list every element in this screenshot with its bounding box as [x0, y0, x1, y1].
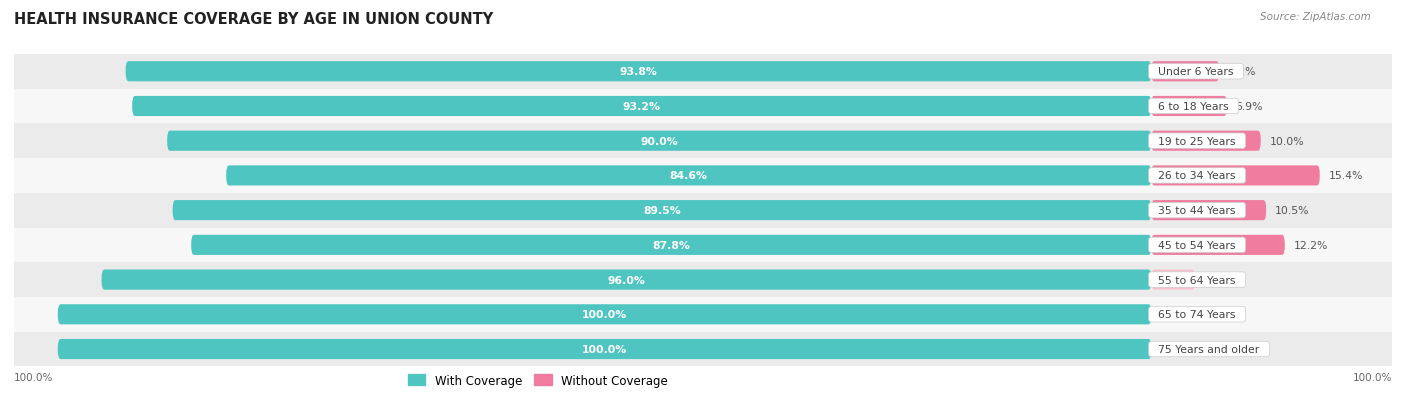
Text: 84.6%: 84.6%	[669, 171, 707, 181]
FancyBboxPatch shape	[1152, 270, 1195, 290]
Text: 45 to 54 Years: 45 to 54 Years	[1152, 240, 1243, 250]
FancyBboxPatch shape	[1152, 235, 1285, 255]
Bar	[14, 332, 1392, 366]
Text: 96.0%: 96.0%	[607, 275, 645, 285]
Text: 6 to 18 Years: 6 to 18 Years	[1152, 102, 1236, 112]
FancyBboxPatch shape	[226, 166, 1152, 186]
Text: 90.0%: 90.0%	[640, 136, 678, 146]
Text: Under 6 Years: Under 6 Years	[1152, 67, 1241, 77]
Legend: With Coverage, Without Coverage: With Coverage, Without Coverage	[402, 369, 672, 392]
FancyBboxPatch shape	[1152, 201, 1267, 221]
Text: 65 to 74 Years: 65 to 74 Years	[1152, 310, 1243, 320]
FancyBboxPatch shape	[1152, 62, 1219, 82]
Text: 93.2%: 93.2%	[623, 102, 661, 112]
FancyBboxPatch shape	[1152, 131, 1261, 152]
FancyBboxPatch shape	[101, 270, 1152, 290]
Bar	[14, 297, 1392, 332]
Text: 6.9%: 6.9%	[1236, 102, 1263, 112]
Text: 55 to 64 Years: 55 to 64 Years	[1152, 275, 1243, 285]
FancyBboxPatch shape	[191, 235, 1152, 255]
Text: Source: ZipAtlas.com: Source: ZipAtlas.com	[1260, 12, 1371, 22]
Bar	[14, 89, 1392, 124]
Text: 87.8%: 87.8%	[652, 240, 690, 250]
FancyBboxPatch shape	[173, 201, 1152, 221]
Text: 100.0%: 100.0%	[582, 344, 627, 354]
Bar	[14, 193, 1392, 228]
Bar	[14, 124, 1392, 159]
Text: 6.2%: 6.2%	[1227, 67, 1256, 77]
Text: 0.0%: 0.0%	[1166, 310, 1194, 320]
Bar	[14, 263, 1392, 297]
Text: HEALTH INSURANCE COVERAGE BY AGE IN UNION COUNTY: HEALTH INSURANCE COVERAGE BY AGE IN UNIO…	[14, 12, 494, 27]
Text: 100.0%: 100.0%	[14, 372, 53, 382]
Text: 100.0%: 100.0%	[1353, 372, 1392, 382]
Text: 4.0%: 4.0%	[1204, 275, 1232, 285]
FancyBboxPatch shape	[125, 62, 1152, 82]
FancyBboxPatch shape	[1152, 166, 1320, 186]
FancyBboxPatch shape	[167, 131, 1152, 152]
Text: 0.0%: 0.0%	[1166, 344, 1194, 354]
Text: 35 to 44 Years: 35 to 44 Years	[1152, 206, 1243, 216]
Text: 75 Years and older: 75 Years and older	[1152, 344, 1267, 354]
FancyBboxPatch shape	[1152, 97, 1227, 117]
Text: 10.0%: 10.0%	[1270, 136, 1305, 146]
Bar	[14, 228, 1392, 263]
Text: 89.5%: 89.5%	[643, 206, 681, 216]
Text: 100.0%: 100.0%	[582, 310, 627, 320]
Text: 15.4%: 15.4%	[1329, 171, 1362, 181]
FancyBboxPatch shape	[58, 339, 1152, 359]
Text: 26 to 34 Years: 26 to 34 Years	[1152, 171, 1243, 181]
Text: 12.2%: 12.2%	[1294, 240, 1327, 250]
Bar	[14, 159, 1392, 193]
Text: 10.5%: 10.5%	[1275, 206, 1309, 216]
FancyBboxPatch shape	[132, 97, 1152, 117]
Text: 19 to 25 Years: 19 to 25 Years	[1152, 136, 1243, 146]
Bar	[14, 55, 1392, 89]
FancyBboxPatch shape	[58, 304, 1152, 325]
Text: 93.8%: 93.8%	[620, 67, 658, 77]
